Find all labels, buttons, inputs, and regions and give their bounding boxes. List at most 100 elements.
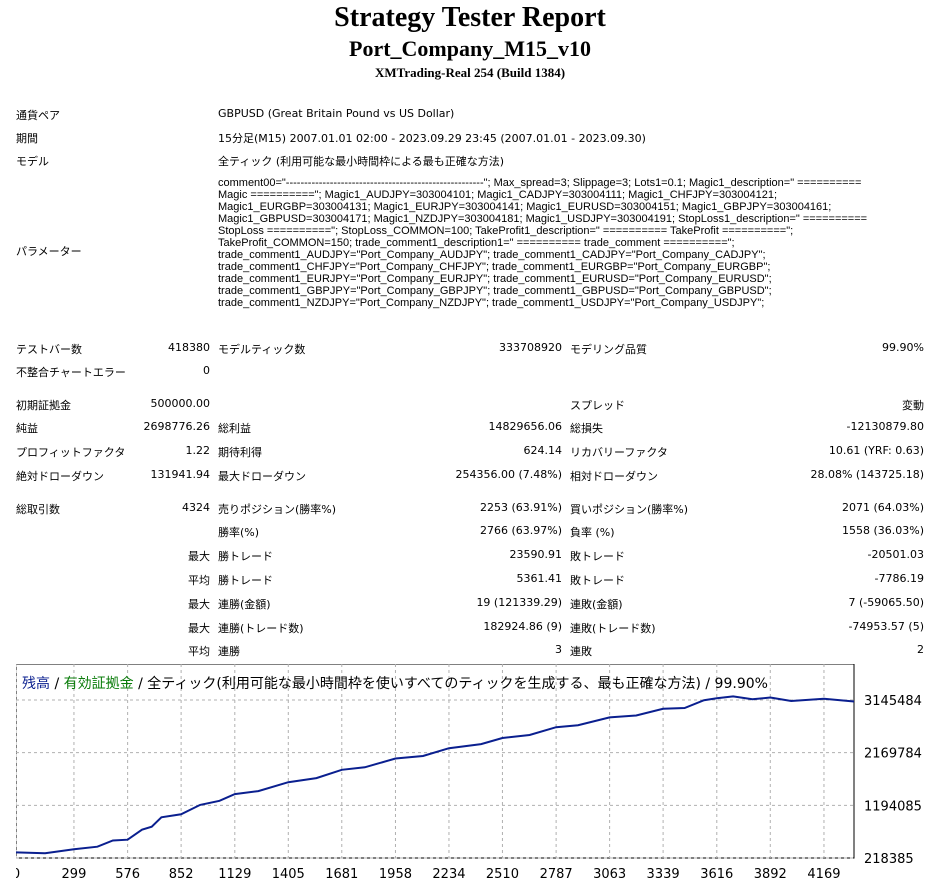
cons-wins-amt-label: 連勝(金額)	[218, 598, 271, 611]
legend-equity: 有効証拠金	[64, 676, 134, 692]
params-line: trade_comment1_AUDJPY="Port_Company_AUDJ…	[218, 249, 766, 261]
params-label: パラメーター	[16, 245, 82, 258]
x-tick-label: 1405	[272, 867, 305, 882]
ticks-label: モデルティック数	[218, 343, 306, 356]
x-tick-label: 1129	[218, 867, 251, 882]
avg-loss-streak-label: 連敗	[570, 645, 592, 658]
rel-dd-value: 28.08% (143725.18)	[810, 468, 924, 481]
x-tick-label: 0	[16, 867, 20, 882]
trades-label: 総取引数	[16, 503, 60, 516]
max-dd-label: 最大ドローダウン	[218, 470, 306, 483]
pf-label: プロフィットファクタ	[16, 446, 126, 459]
y-ticks: 3145484 2169784 1194085 218385	[864, 694, 922, 867]
x-tick-label: 1958	[379, 867, 412, 882]
x-tick-label: 852	[169, 867, 194, 882]
cons-loss-trade-label: 連敗(トレード数)	[570, 622, 656, 635]
expected-label: 期待利得	[218, 446, 262, 459]
net-value: 2698776.26	[143, 420, 210, 433]
expected-value: 624.14	[523, 444, 563, 457]
spread-label: スプレッド	[570, 399, 625, 412]
rel-dd-label: 相対ドローダウン	[570, 470, 658, 483]
x-tick-label: 299	[62, 867, 87, 882]
server-info: XMTrading-Real 254 (Build 1384)	[374, 65, 566, 80]
params-line: trade_comment1_GBPJPY="Port_Company_GBPJ…	[218, 285, 772, 297]
y-tick-label: 1194085	[864, 799, 922, 814]
y-tick-label: 3145484	[864, 694, 922, 709]
x-tick-label: 2510	[486, 867, 519, 882]
mismatch-value: 0	[203, 364, 210, 377]
cons-loss-amt-label: 連敗(金額)	[570, 598, 623, 611]
params-line: trade_comment1_CHFJPY="Port_Company_CHFJ…	[218, 261, 771, 273]
model-value: 全ティック (利用可能な最小時間枠による最も正確な方法)	[218, 155, 505, 168]
loss-value: 1558 (36.03%)	[841, 524, 924, 537]
pair-value: GBPUSD (Great Britain Pound vs US Dollar…	[218, 107, 455, 120]
long-value: 2071 (64.03%)	[841, 501, 924, 514]
net-label: 純益	[16, 422, 38, 435]
params-line: trade_comment1_NZDJPY="Port_Company_NZDJ…	[218, 297, 765, 309]
chart-grid	[16, 664, 854, 859]
pair-label: 通貨ペア	[16, 109, 60, 122]
cons-loss-trade-value: -74953.57 (5)	[848, 620, 924, 633]
avg-wins-value: 3	[555, 643, 562, 656]
avg-wins-label: 連勝	[218, 645, 240, 658]
bars-label: テストバー数	[16, 343, 82, 356]
win-value: 2766 (63.97%)	[479, 524, 562, 537]
recovery-value: 10.61 (YRF: 0.63)	[828, 444, 924, 457]
params-line: trade_comment1_EURJPY="Port_Company_EURJ…	[218, 273, 772, 285]
largest-loss-label: 敗トレード	[570, 550, 625, 563]
gross-profit-value: 14829656.06	[488, 420, 562, 433]
max-label-2: 最大	[188, 598, 210, 611]
period-value: 15分足(M15) 2007.01.01 02:00 - 2023.09.29 …	[218, 132, 646, 145]
params-line: comment00="-----------------------------…	[218, 177, 862, 189]
abs-dd-value: 131941.94	[150, 468, 211, 481]
x-tick-label: 3063	[593, 867, 626, 882]
x-tick-label: 4169	[807, 867, 840, 882]
x-ticks: 0 299 576 852 1129 1405 1681 1958 2234 2510 2787 30…	[16, 867, 841, 882]
cons-wins-trade-value: 182924.86 (9)	[483, 620, 562, 633]
short-value: 2253 (63.91%)	[479, 501, 562, 514]
win-label: 勝率(%)	[218, 526, 260, 539]
gross-loss-value: -12130879.80	[846, 420, 924, 433]
legend-balance: 残高	[22, 675, 50, 692]
largest-win-value: 23590.91	[509, 548, 563, 561]
x-tick-label: 3616	[700, 867, 733, 882]
max-label: 最大	[188, 550, 210, 563]
gross-profit-label: 総利益	[218, 422, 251, 435]
x-tick-label: 3339	[647, 867, 680, 882]
x-tick-label: 576	[115, 867, 140, 882]
pf-value: 1.22	[185, 444, 211, 457]
x-tick-label: 1681	[325, 867, 358, 882]
x-tick-label: 3892	[754, 867, 787, 882]
max-label-3: 最大	[188, 622, 210, 635]
avg-label: 平均	[188, 574, 210, 587]
trades-value: 4324	[182, 501, 210, 514]
y-tick-label: 2169784	[864, 747, 922, 762]
avg-loss-label: 敗トレード	[570, 574, 625, 587]
params-line: Magic =========="; Magic1_AUDJPY=3030041…	[218, 189, 778, 201]
period-label: 期間	[16, 132, 38, 145]
avg-win-label: 勝トレード	[218, 574, 273, 587]
largest-loss-value: -20501.03	[867, 548, 924, 561]
balance-line	[16, 695, 855, 855]
report-title: Strategy Tester Report	[334, 2, 606, 33]
cons-wins-trade-label: 連勝(トレード数)	[218, 622, 304, 635]
params-line: Magic1_EURGBP=303004131; Magic1_EURJPY=3…	[218, 201, 832, 213]
ticks-value: 333708920	[499, 341, 562, 354]
deposit-label: 初期証拠金	[16, 399, 71, 412]
avg-label-2: 平均	[188, 645, 210, 658]
params-line: Magic1_GBPUSD=303004171; Magic1_NZDJPY=3…	[218, 213, 868, 225]
model-label: モデル	[16, 155, 49, 168]
chart-frame	[16, 664, 855, 859]
recovery-label: リカバリーファクタ	[570, 446, 668, 459]
quality-value: 99.90%	[882, 341, 924, 354]
cons-loss-amt-value: 7 (-59065.50)	[848, 596, 924, 609]
avg-loss-streak-value: 2	[917, 643, 924, 656]
x-tick-label: 2787	[540, 867, 573, 882]
long-label: 買いポジション(勝率%)	[570, 503, 689, 516]
gross-loss-label: 総損失	[570, 422, 603, 435]
avg-loss-value: -7786.19	[874, 572, 924, 585]
max-dd-value: 254356.00 (7.48%)	[455, 468, 562, 481]
x-tick-label: 2234	[432, 867, 465, 882]
largest-win-label: 勝トレード	[218, 550, 273, 563]
chart-legend: 残高 / 有効証拠金 / 全ティック(利用可能な最小時間枠を使いすべてのティック…	[22, 675, 768, 692]
